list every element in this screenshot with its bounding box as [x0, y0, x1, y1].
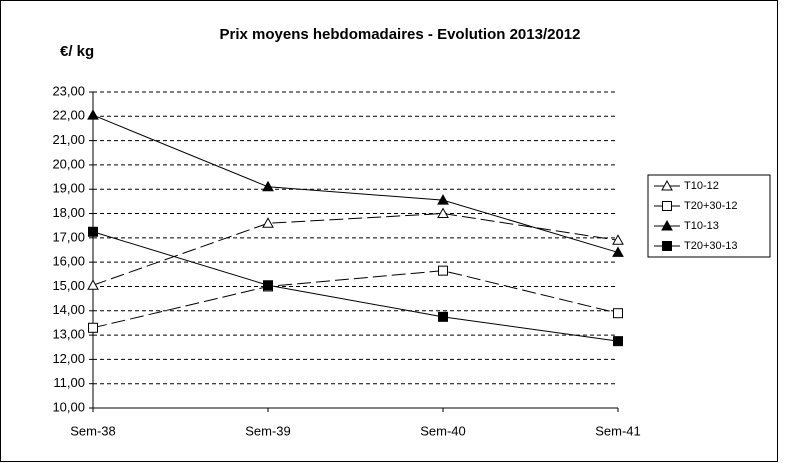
- y-axis-label: €/ kg: [60, 43, 94, 60]
- y-tick-label: 22,00: [52, 108, 85, 123]
- point: [88, 322, 98, 333]
- point: [438, 311, 448, 322]
- point: [262, 217, 274, 228]
- x-tick-label: Sem-41: [595, 423, 641, 438]
- legend-marker: [662, 241, 672, 251]
- y-tick-label: 14,00: [52, 302, 85, 317]
- y-tick-label: 15,00: [52, 278, 85, 293]
- series-line: [92, 231, 619, 342]
- y-tick-label: 10,00: [52, 399, 85, 414]
- y-tick-label: 11,00: [53, 375, 85, 390]
- series-line: [92, 114, 619, 253]
- legend-marker: [661, 219, 673, 231]
- point: [87, 279, 99, 290]
- legend-marker: [662, 201, 672, 211]
- point: [438, 265, 448, 276]
- series-line: [92, 213, 619, 286]
- point: [612, 234, 624, 245]
- point: [437, 207, 449, 219]
- x-tick-label: Sem-39: [245, 423, 291, 438]
- y-tick-label: 23,00: [52, 83, 85, 98]
- point: [613, 336, 623, 347]
- x-tick-label: Sem-38: [70, 423, 116, 438]
- point: [612, 246, 624, 257]
- legend-label: T20+30-12: [684, 200, 738, 212]
- x-tick-label: Sem-40: [420, 423, 466, 438]
- y-tick-label: 12,00: [52, 351, 85, 366]
- legend-label: T20+30-13: [684, 240, 738, 252]
- y-tick-label: 19,00: [52, 181, 85, 196]
- series-line: [92, 270, 619, 329]
- point: [87, 109, 99, 120]
- chart-title: Prix moyens hebdomadaires - Evolution 20…: [220, 26, 581, 43]
- y-tick-label: 20,00: [52, 156, 85, 171]
- legend-marker: [661, 179, 673, 191]
- point: [437, 194, 449, 205]
- point: [613, 308, 623, 319]
- y-tick-label: 21,00: [52, 132, 85, 147]
- y-tick-label: 16,00: [52, 254, 85, 269]
- y-tick-label: 13,00: [52, 327, 85, 342]
- point: [262, 180, 274, 192]
- point: [88, 226, 98, 237]
- legend-label: T10-12: [684, 180, 719, 192]
- legend-label: T10-13: [684, 220, 719, 232]
- y-tick-label: 18,00: [52, 205, 85, 220]
- y-tick-label: 17,00: [52, 229, 85, 244]
- point: [263, 280, 273, 291]
